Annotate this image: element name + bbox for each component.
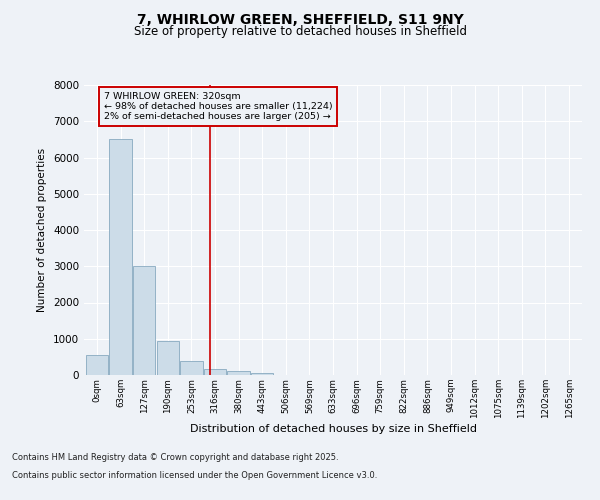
Text: Contains HM Land Registry data © Crown copyright and database right 2025.: Contains HM Land Registry data © Crown c… bbox=[12, 454, 338, 462]
Text: Size of property relative to detached houses in Sheffield: Size of property relative to detached ho… bbox=[133, 25, 467, 38]
X-axis label: Distribution of detached houses by size in Sheffield: Distribution of detached houses by size … bbox=[190, 424, 476, 434]
Bar bbox=[133, 266, 155, 375]
Bar bbox=[157, 340, 179, 375]
Y-axis label: Number of detached properties: Number of detached properties bbox=[37, 148, 47, 312]
Bar bbox=[227, 372, 250, 375]
Bar bbox=[204, 368, 226, 375]
Bar bbox=[86, 355, 108, 375]
Text: Contains public sector information licensed under the Open Government Licence v3: Contains public sector information licen… bbox=[12, 471, 377, 480]
Text: 7 WHIRLOW GREEN: 320sqm
← 98% of detached houses are smaller (11,224)
2% of semi: 7 WHIRLOW GREEN: 320sqm ← 98% of detache… bbox=[104, 92, 332, 122]
Bar bbox=[251, 373, 274, 375]
Text: 7, WHIRLOW GREEN, SHEFFIELD, S11 9NY: 7, WHIRLOW GREEN, SHEFFIELD, S11 9NY bbox=[137, 12, 463, 26]
Bar bbox=[109, 140, 132, 375]
Bar bbox=[180, 361, 203, 375]
